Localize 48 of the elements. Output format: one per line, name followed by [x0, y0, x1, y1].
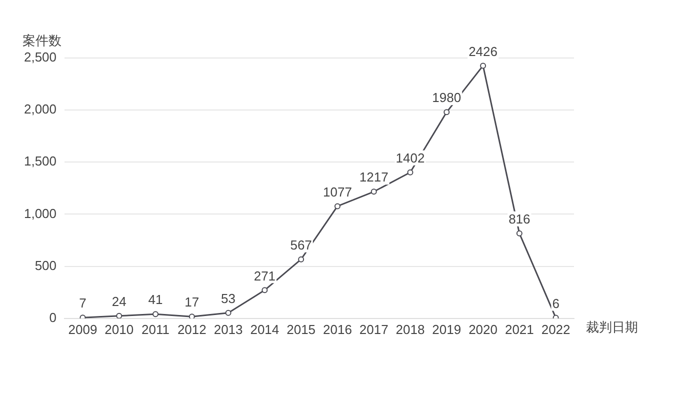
x-tick-label: 2015	[286, 322, 316, 337]
point	[188, 314, 195, 318]
x-tick-label: 2018	[396, 322, 425, 337]
data-label: 7	[79, 296, 86, 311]
point	[516, 230, 522, 236]
data-label: 53	[221, 290, 236, 306]
y-tick-label: 1,500	[24, 154, 57, 169]
x-tick-label: 2022	[541, 322, 570, 337]
x-tick-label: 2011	[142, 322, 170, 337]
y-axis-title: 案件数	[22, 33, 62, 48]
data-label: 1980	[432, 90, 462, 106]
point	[262, 287, 268, 294]
y-tick-label: 2,500	[24, 50, 57, 65]
point	[152, 311, 159, 318]
x-tick-label: 2020	[468, 322, 498, 337]
x-tick-label: 2016	[323, 322, 352, 337]
x-tick-label: 2013	[214, 322, 243, 337]
x-tick-label: 2017	[359, 322, 388, 337]
x-tick-label: 2014	[250, 322, 280, 337]
point	[370, 188, 377, 195]
x-axis-title: 裁判日期	[586, 320, 638, 335]
data-label: 41	[148, 292, 163, 308]
data-label: 6	[552, 296, 560, 311]
x-tick-label: 2019	[432, 322, 462, 337]
y-tick-label: 1,000	[24, 206, 57, 221]
data-label: 1402	[396, 150, 425, 166]
data-label: 271	[254, 268, 276, 284]
point	[116, 312, 122, 318]
data-label: 567	[290, 237, 312, 252]
y-tick-label: 500	[34, 258, 57, 273]
data-label: 1077	[323, 184, 352, 200]
point	[444, 109, 450, 116]
point	[407, 169, 414, 176]
data-label: 17	[184, 294, 200, 310]
y-tick-label: 0	[49, 310, 57, 325]
data-label: 1217	[359, 170, 388, 185]
data-label: 816	[508, 211, 530, 226]
point	[298, 256, 304, 262]
data-label: 2426	[468, 44, 498, 59]
x-tick-label: 2009	[68, 322, 98, 337]
point	[480, 62, 486, 69]
point	[334, 203, 340, 210]
x-tick-label: 2010	[104, 322, 134, 337]
data-label: 24	[112, 294, 126, 309]
y-tick-label: 2,000	[24, 102, 57, 117]
x-tick-label: 2021	[504, 322, 534, 337]
x-tick-label: 2012	[177, 322, 206, 337]
point	[225, 310, 232, 316]
